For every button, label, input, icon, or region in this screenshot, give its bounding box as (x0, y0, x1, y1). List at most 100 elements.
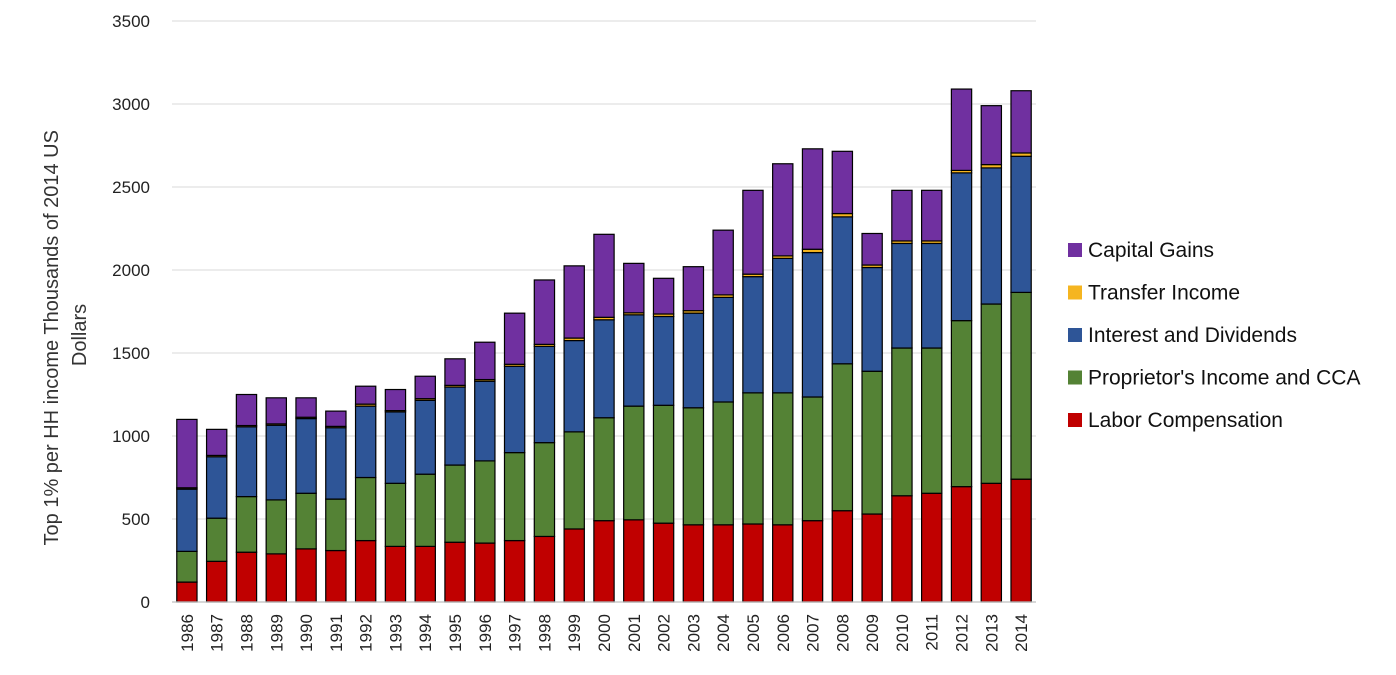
bar-segment (652, 522, 675, 603)
bar-segment (1010, 90, 1032, 154)
x-tick-label: 2009 (863, 614, 882, 652)
x-tick-label: 2002 (655, 614, 674, 652)
x-tick-label: 1988 (237, 614, 256, 652)
bar-segment (235, 495, 258, 553)
bar-segment (235, 393, 258, 427)
bar-segment (533, 535, 556, 603)
bar-segment (265, 499, 288, 555)
bar-segment (295, 417, 317, 494)
bar-segment (384, 411, 407, 484)
bar-segment (772, 163, 794, 257)
x-tick-label: 2003 (684, 614, 703, 652)
x-tick-label: 1997 (506, 614, 525, 652)
bar-segment (980, 105, 1003, 166)
x-tick-label: 2004 (714, 614, 733, 652)
bar-segment (563, 265, 585, 339)
x-tick-labels: 1986 1987 1988 1989 1990 1991 1992 1993 1994 1995… (178, 614, 1031, 652)
y-tick-label: 2500 (112, 178, 150, 197)
legend-item: Proprietor's Income and CCA (1068, 367, 1360, 390)
bar-segment (563, 431, 585, 530)
bar-segment (563, 528, 585, 603)
legend-swatch (1068, 413, 1082, 427)
bar-segment (265, 424, 288, 501)
x-tick-label: 2013 (982, 614, 1001, 652)
x-tick-label: 2014 (1012, 614, 1031, 652)
x-tick-label: 2011 (923, 614, 942, 651)
x-tick-label: 2001 (625, 614, 644, 652)
bar-segment (712, 296, 734, 403)
x-tick-label: 1990 (297, 614, 316, 652)
bar-segment (354, 539, 377, 603)
legend-swatch (1068, 243, 1082, 257)
bar-segment (444, 386, 466, 466)
bar-segment (772, 392, 794, 526)
y-tick-label: 3500 (112, 12, 150, 31)
bar-segment (861, 232, 883, 266)
bar-segment (950, 88, 973, 171)
x-tick-label: 2006 (774, 614, 793, 652)
bar-segment (712, 229, 734, 296)
bar-segment (980, 167, 1003, 305)
bar-segment (1010, 291, 1032, 480)
bar-segment (801, 148, 824, 250)
bar-segment (1010, 155, 1032, 294)
bars (176, 88, 1032, 603)
x-tick-label: 1999 (565, 614, 584, 652)
y-tick-label: 0 (141, 593, 150, 612)
bar-segment (831, 216, 854, 365)
y-tick-label: 2000 (112, 261, 150, 280)
bar-segment (205, 456, 228, 519)
x-tick-label: 1995 (446, 614, 465, 652)
bar-segment (950, 320, 973, 488)
bar-segment (1010, 478, 1032, 603)
x-tick-label: 1993 (386, 614, 405, 652)
x-tick-label: 2000 (595, 614, 614, 652)
bar-segment (176, 488, 198, 552)
bar-segment (325, 427, 347, 500)
bar-segment (533, 345, 556, 444)
bar-segment (652, 404, 675, 524)
x-tick-label: 1989 (267, 614, 286, 652)
bar-segment (444, 358, 466, 386)
x-tick-label: 1991 (327, 614, 346, 652)
bar-segment (414, 375, 436, 400)
legend-item: Labor Compensation (1068, 409, 1283, 432)
bar-segment (474, 542, 496, 603)
bar-segment (891, 495, 913, 603)
y-tick-label: 1500 (112, 344, 150, 363)
x-tick-label: 2010 (893, 614, 912, 652)
bar-segment (801, 251, 824, 398)
legend-label: Proprietor's Income and CCA (1088, 367, 1360, 390)
legend-item: Transfer Income (1068, 282, 1240, 305)
bar-segment (593, 319, 615, 419)
bar-segment (831, 150, 854, 215)
bar-segment (623, 519, 645, 603)
bar-segment (563, 339, 585, 433)
bar-segment (831, 510, 854, 603)
bar-segment (384, 545, 407, 603)
bar-segment (742, 189, 764, 275)
bar-segment (265, 553, 288, 603)
bar-segment (980, 303, 1003, 484)
bar-segment (801, 520, 824, 603)
legend-swatch (1068, 370, 1082, 385)
bar-segment (325, 549, 347, 603)
bar-segment (176, 550, 198, 583)
bar-segment (801, 396, 824, 522)
bar-segment (772, 257, 794, 394)
bar-segment (742, 392, 764, 525)
bar-segment (682, 407, 705, 526)
bar-segment (205, 517, 228, 562)
legend-label: Transfer Income (1088, 282, 1240, 305)
y-axis-label-line-2: Dollars (69, 304, 91, 366)
bar-segment (920, 189, 943, 242)
x-tick-label: 1998 (535, 614, 554, 652)
x-tick-label: 1996 (476, 614, 495, 652)
bar-segment (474, 380, 496, 462)
bar-segment (295, 548, 317, 603)
bar-segment (503, 312, 526, 365)
bar-segment (295, 492, 317, 550)
legend-label: Labor Compensation (1088, 409, 1283, 432)
bar-segment (474, 341, 496, 381)
bar-segment (891, 242, 913, 349)
